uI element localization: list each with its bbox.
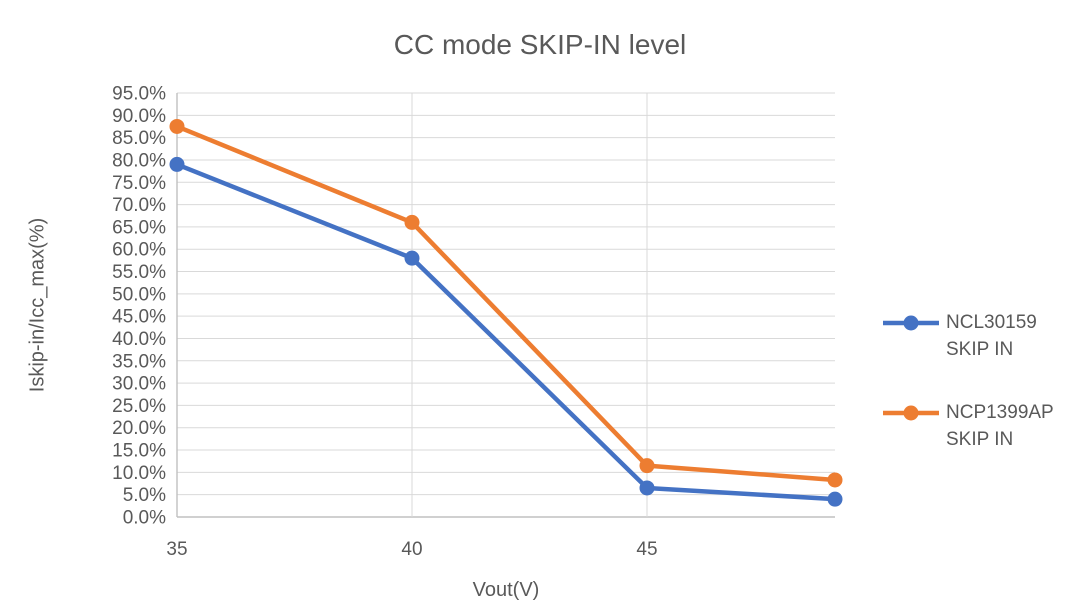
y-tick-label: 45.0% <box>112 307 166 328</box>
y-tick-label: 20.0% <box>112 418 166 439</box>
y-tick-label: 65.0% <box>112 217 166 238</box>
y-tick-label: 30.0% <box>112 374 166 395</box>
data-point-marker <box>404 250 420 266</box>
y-tick-label: 60.0% <box>112 240 166 261</box>
y-tick-label: 35.0% <box>112 351 166 372</box>
y-tick-label: 80.0% <box>112 150 166 171</box>
y-tick-label: 55.0% <box>112 262 166 283</box>
y-tick-label: 15.0% <box>112 441 166 462</box>
legend-label-line1: NCL30159 <box>946 312 1037 333</box>
data-point-marker <box>169 118 185 134</box>
series-line-1 <box>174 124 838 483</box>
data-point-marker <box>639 480 655 496</box>
x-tick-label: 35 <box>166 539 187 560</box>
y-tick-label: 5.0% <box>123 485 166 506</box>
y-tick-label: 90.0% <box>112 106 166 127</box>
data-point-marker <box>827 491 843 507</box>
y-tick-label: 50.0% <box>112 284 166 305</box>
data-point-marker <box>639 458 655 474</box>
legend-entry-ncp1399ap: NCP1399AP SKIP IN <box>882 399 1054 453</box>
legend-label-line2: SKIP IN <box>946 339 1014 360</box>
y-tick-label: 25.0% <box>112 396 166 417</box>
legend-label: NCP1399AP SKIP IN <box>946 399 1054 453</box>
legend-line-marker-icon <box>883 315 939 331</box>
y-tick-label: 70.0% <box>112 195 166 216</box>
legend-label: NCL30159 SKIP IN <box>946 309 1037 363</box>
series-line-0 <box>174 162 838 502</box>
y-tick-label: 95.0% <box>112 84 166 105</box>
data-point-marker <box>404 214 420 230</box>
data-point-marker <box>827 472 843 488</box>
chart-legend: NCL30159 SKIP IN NCP1399AP SKIP IN <box>882 309 1054 453</box>
y-tick-label: 0.0% <box>123 508 166 529</box>
chart-title: CC mode SKIP-IN level <box>393 29 687 60</box>
x-tick-label: 40 <box>401 539 422 560</box>
legend-label-line2: SKIP IN <box>946 429 1014 450</box>
legend-label-line1: NCP1399AP <box>946 402 1054 423</box>
data-point-marker <box>169 156 185 172</box>
y-tick-label: 85.0% <box>112 128 166 149</box>
legend-entry-ncl30159: NCL30159 SKIP IN <box>882 309 1054 363</box>
y-tick-label: 10.0% <box>112 463 166 484</box>
x-tick-label: 45 <box>636 539 657 560</box>
y-tick-label: 75.0% <box>112 173 166 194</box>
y-tick-label: 40.0% <box>112 329 166 350</box>
legend-line-marker-icon <box>883 405 939 421</box>
x-axis-title: Vout(V) <box>472 579 540 601</box>
